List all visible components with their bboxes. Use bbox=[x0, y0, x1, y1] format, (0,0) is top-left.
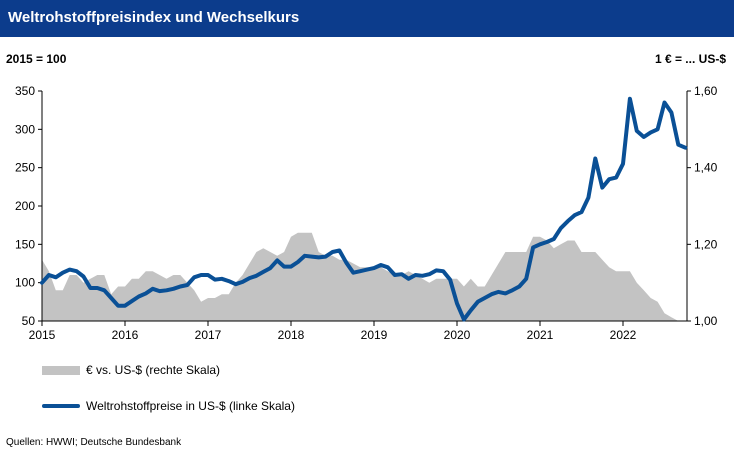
right-axis-tick-label: 1,40 bbox=[694, 161, 718, 175]
x-axis-tick-label: 2018 bbox=[278, 328, 305, 342]
legend-area-swatch bbox=[42, 365, 80, 375]
legend-item-exchange-rate: € vs. US-$ (rechte Skala) bbox=[42, 363, 220, 377]
right-axis-tick-label: 1,60 bbox=[694, 84, 718, 98]
x-axis-tick-label: 2022 bbox=[610, 328, 637, 342]
left-axis-tick-label: 300 bbox=[15, 122, 35, 136]
legend-item-commodity-prices: Weltrohstoffpreise in US-$ (linke Skala) bbox=[42, 399, 295, 413]
left-axis-tick-label: 100 bbox=[15, 276, 35, 290]
x-axis-tick-label: 2021 bbox=[527, 328, 554, 342]
left-axis-tick-label: 150 bbox=[15, 237, 35, 251]
x-axis-tick-label: 2020 bbox=[444, 328, 471, 342]
right-axis-tick-label: 1,00 bbox=[694, 314, 718, 328]
x-axis-tick-label: 2019 bbox=[361, 328, 388, 342]
legend-label-commodity-prices: Weltrohstoffpreise in US-$ (linke Skala) bbox=[86, 399, 295, 413]
legend-label-exchange-rate: € vs. US-$ (rechte Skala) bbox=[86, 363, 221, 377]
chart-title: Weltrohstoffpreisindex und Wechselkurs bbox=[8, 9, 300, 26]
left-axis-tick-label: 250 bbox=[15, 161, 35, 175]
commodity-price-line bbox=[40, 96, 688, 322]
left-axis-tick-label: 350 bbox=[15, 84, 35, 98]
title-bar: Weltrohstoffpreisindex und Wechselkurs bbox=[0, 0, 734, 37]
source-note: Quellen: HWWI; Deutsche Bundesbank bbox=[6, 437, 182, 448]
left-axis-tick-label: 50 bbox=[22, 314, 36, 328]
x-axis-tick-label: 2016 bbox=[112, 328, 139, 342]
left-axis-tick-label: 200 bbox=[15, 199, 35, 213]
right-axis-tick-label: 1,20 bbox=[694, 237, 718, 251]
right-axis-unit: 1 € = ... US-$ bbox=[654, 52, 726, 66]
x-axis-tick-label: 2015 bbox=[29, 328, 56, 342]
legend-line-swatch bbox=[42, 404, 80, 408]
x-axis-tick-label: 2017 bbox=[195, 328, 222, 342]
exchange-rate-area bbox=[42, 232, 679, 321]
left-axis-unit: 2015 = 100 bbox=[6, 52, 67, 66]
